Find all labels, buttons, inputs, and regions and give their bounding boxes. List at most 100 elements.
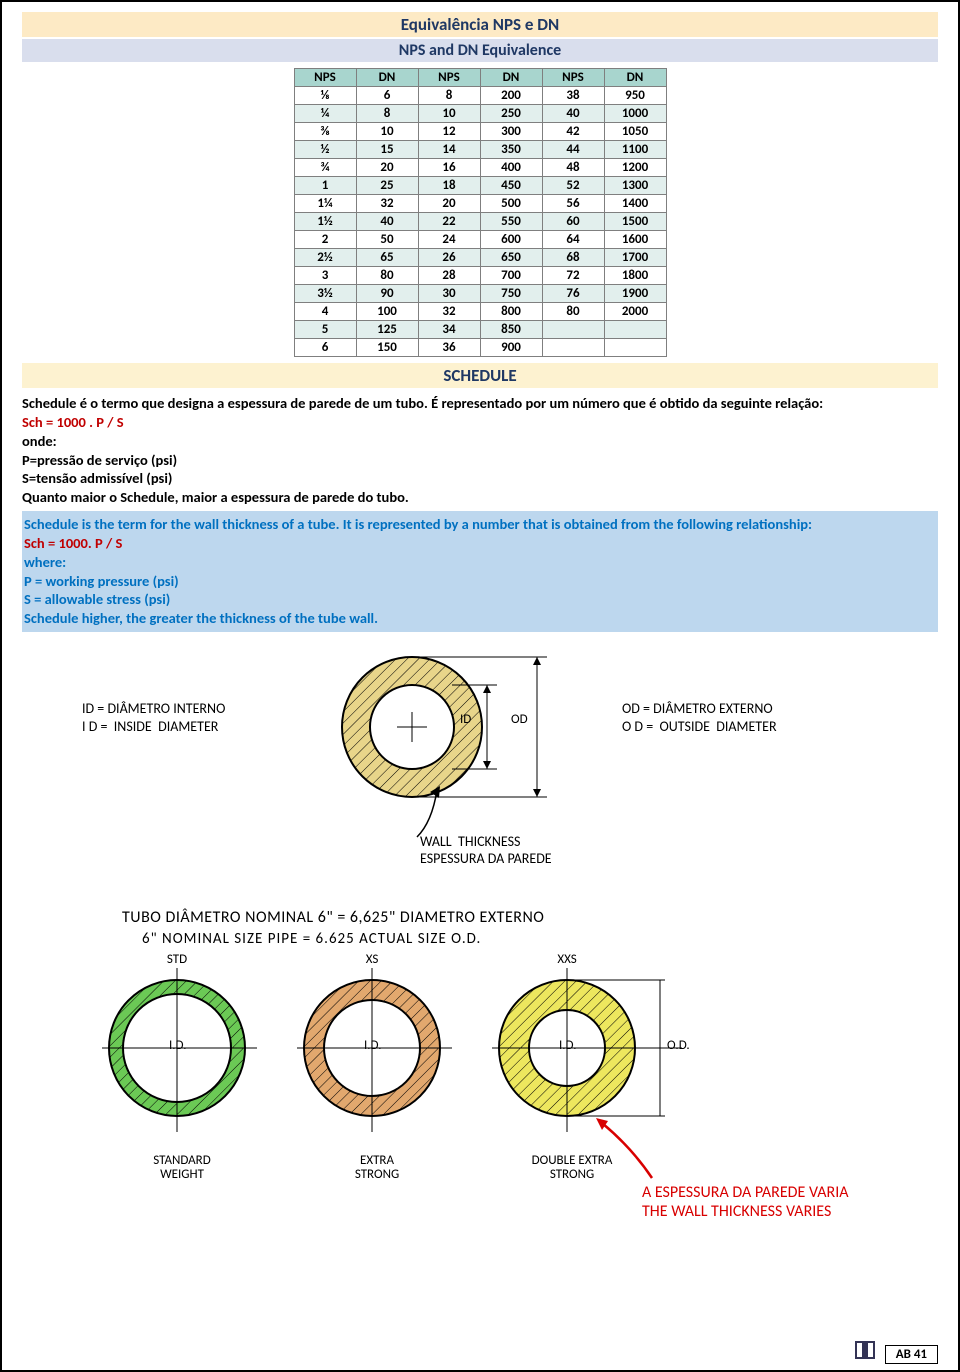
table-cell: 150 bbox=[356, 339, 418, 357]
table-cell: 20 bbox=[418, 195, 480, 213]
table-row: ½1514350441100 bbox=[294, 141, 666, 159]
id-label-en: I D = INSIDE DIAMETER bbox=[82, 718, 225, 736]
table-cell: 500 bbox=[480, 195, 542, 213]
table-header: NPS bbox=[418, 69, 480, 87]
table-cell: 6 bbox=[294, 339, 356, 357]
schedule-header: SCHEDULE bbox=[22, 363, 938, 388]
table-cell: 1300 bbox=[604, 177, 666, 195]
footer-logo-icon bbox=[854, 1340, 876, 1364]
table-cell: 200 bbox=[480, 87, 542, 105]
pipe-bottom-label: EXTRASTRONG bbox=[312, 1154, 442, 1183]
table-row: 2½6526650681700 bbox=[294, 249, 666, 267]
nps-dn-table: NPSDNNPSDNNPSDN ⅛6820038950¼810250401000… bbox=[294, 68, 667, 357]
table-cell: 80 bbox=[356, 267, 418, 285]
table-cell: 52 bbox=[542, 177, 604, 195]
title-bar: Equivalência NPS e DN bbox=[22, 12, 938, 37]
table-cell: 64 bbox=[542, 231, 604, 249]
table-cell: 34 bbox=[418, 321, 480, 339]
table-cell: 42 bbox=[542, 123, 604, 141]
pt-line3: P=pressão de serviço (psi) bbox=[22, 451, 177, 469]
table-row: 615036900 bbox=[294, 339, 666, 357]
table-cell: 8 bbox=[356, 105, 418, 123]
pipe-ring-svg bbox=[487, 968, 687, 1138]
table-cell: 40 bbox=[542, 105, 604, 123]
table-cell: 3 bbox=[294, 267, 356, 285]
table-cell: 300 bbox=[480, 123, 542, 141]
table-cell: 750 bbox=[480, 285, 542, 303]
table-cell: 32 bbox=[356, 195, 418, 213]
table-cell: 72 bbox=[542, 267, 604, 285]
table-cell: 3½ bbox=[294, 285, 356, 303]
table-cell: 56 bbox=[542, 195, 604, 213]
table-cell: 1100 bbox=[604, 141, 666, 159]
pt-line2: onde: bbox=[22, 432, 57, 450]
table-cell: 900 bbox=[480, 339, 542, 357]
table-cell: 68 bbox=[542, 249, 604, 267]
table-cell: 26 bbox=[418, 249, 480, 267]
table-row: 3½9030750761900 bbox=[294, 285, 666, 303]
table-cell: 12 bbox=[418, 123, 480, 141]
id-label: I.D. bbox=[169, 1038, 187, 1053]
table-cell: 48 bbox=[542, 159, 604, 177]
table-header: DN bbox=[480, 69, 542, 87]
table-cell: 24 bbox=[418, 231, 480, 249]
table-cell: 700 bbox=[480, 267, 542, 285]
table-header: DN bbox=[356, 69, 418, 87]
id-tag: ID bbox=[460, 712, 471, 727]
wall-label-en: WALL THICKNESS bbox=[420, 834, 552, 851]
table-cell: 6 bbox=[356, 87, 418, 105]
schedule-text-en: Schedule is the term for the wall thickn… bbox=[22, 511, 938, 632]
table-cell: 350 bbox=[480, 141, 542, 159]
table-cell: 100 bbox=[356, 303, 418, 321]
pipe-ring-svg bbox=[292, 968, 492, 1138]
three-pipes-diagram: TUBO DIÂMETRO NOMINAL 6" = 6,625" DIAMET… bbox=[22, 908, 938, 1248]
od-label-en: O D = OUTSIDE DIAMETER bbox=[622, 718, 777, 736]
table-header: NPS bbox=[542, 69, 604, 87]
table-cell: 50 bbox=[356, 231, 418, 249]
wall-label-pt: ESPESSURA DA PAREDE bbox=[420, 851, 552, 868]
en-line2: where: bbox=[24, 553, 66, 571]
table-cell: 1900 bbox=[604, 285, 666, 303]
pt-line5: Quanto maior o Schedule, maior a espessu… bbox=[22, 488, 409, 506]
en-line4: S = allowable stress (psi) bbox=[24, 590, 170, 608]
wall-varies-note: A ESPESSURA DA PAREDE VARIA THE WALL THI… bbox=[642, 1183, 849, 1221]
table-row: 512534850 bbox=[294, 321, 666, 339]
pipe-bottom-label: STANDARDWEIGHT bbox=[117, 1154, 247, 1183]
table-cell: 2000 bbox=[604, 303, 666, 321]
red-arrow-svg bbox=[582, 1118, 672, 1188]
en-line5: Schedule higher, the greater the thickne… bbox=[24, 609, 378, 627]
table-cell: 1200 bbox=[604, 159, 666, 177]
table-cell bbox=[542, 339, 604, 357]
table-row: 12518450521300 bbox=[294, 177, 666, 195]
table-cell: 2½ bbox=[294, 249, 356, 267]
table-cell: 1600 bbox=[604, 231, 666, 249]
table-cell: 20 bbox=[356, 159, 418, 177]
pipe-top-label: STD bbox=[157, 952, 197, 967]
table-cell: 650 bbox=[480, 249, 542, 267]
table-cell: ⅜ bbox=[294, 123, 356, 141]
table-cell: 44 bbox=[542, 141, 604, 159]
table-cell: 80 bbox=[542, 303, 604, 321]
table-cell: 2 bbox=[294, 231, 356, 249]
table-cell: 22 bbox=[418, 213, 480, 231]
table-cell: 14 bbox=[418, 141, 480, 159]
table-cell: 25 bbox=[356, 177, 418, 195]
table-header: DN bbox=[604, 69, 666, 87]
wall-label-block: WALL THICKNESS ESPESSURA DA PAREDE bbox=[420, 834, 552, 868]
table-cell: 90 bbox=[356, 285, 418, 303]
table-row: 1½4022550601500 bbox=[294, 213, 666, 231]
table-row: 38028700721800 bbox=[294, 267, 666, 285]
wall-varies-pt: A ESPESSURA DA PAREDE VARIA bbox=[642, 1183, 849, 1202]
table-cell: 1000 bbox=[604, 105, 666, 123]
table-cell: 10 bbox=[418, 105, 480, 123]
table-cell: 450 bbox=[480, 177, 542, 195]
wall-varies-en: THE WALL THICKNESS VARIES bbox=[642, 1202, 849, 1221]
table-cell: 10 bbox=[356, 123, 418, 141]
table-header: NPS bbox=[294, 69, 356, 87]
table-cell bbox=[604, 339, 666, 357]
id-label-pt: ID = DIÂMETRO INTERNO bbox=[82, 700, 225, 718]
table-cell: ⅛ bbox=[294, 87, 356, 105]
pipe-ring-svg bbox=[97, 968, 297, 1138]
table-row: 25024600641600 bbox=[294, 231, 666, 249]
table-cell: 1¼ bbox=[294, 195, 356, 213]
